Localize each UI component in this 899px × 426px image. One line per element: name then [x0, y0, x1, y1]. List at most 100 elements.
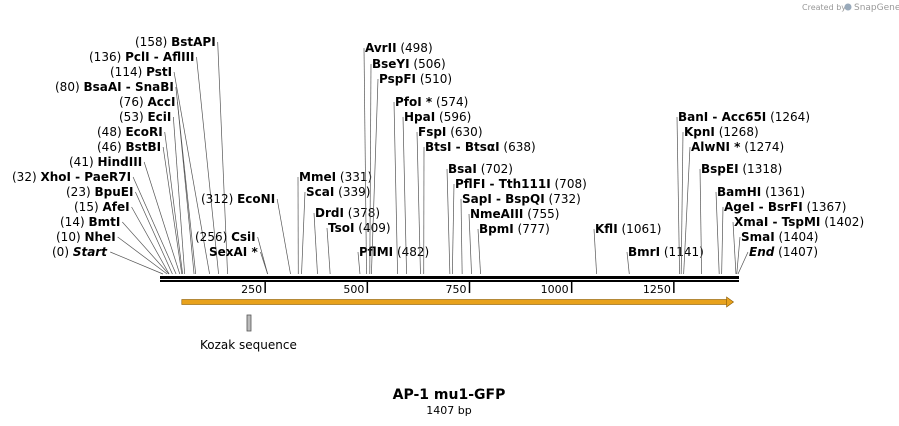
site-label[interactable]: (136) PclI - AflIII — [89, 50, 195, 64]
site-enzyme: NmeAIII — [470, 207, 523, 221]
site-bpuei[interactable]: (23) BpuEI — [66, 185, 173, 275]
site-label[interactable]: AgeI - BsrFI (1367) — [724, 200, 846, 214]
kozak-sequence-marker[interactable] — [246, 314, 252, 332]
site-label[interactable]: TsoI (409) — [328, 221, 391, 235]
site-label[interactable]: BpmI (777) — [479, 222, 550, 236]
site-position: (755) — [527, 207, 559, 221]
site-bmti[interactable]: (14) BmtI — [60, 215, 169, 275]
site-label[interactable]: (158) BstAPI — [135, 35, 216, 49]
site-btsi[interactable]: BtsI - BtsαI (638) — [423, 140, 536, 275]
site-label[interactable]: (10) NheI — [56, 230, 116, 244]
site-ecii[interactable]: (53) EciI — [119, 110, 186, 275]
site-pcli[interactable]: (136) PclI - AflIII — [89, 50, 219, 275]
site-label[interactable]: (23) BpuEI — [66, 185, 133, 199]
site-label[interactable]: BmrI (1141) — [628, 245, 704, 259]
site-label[interactable]: (41) HindIII — [69, 155, 142, 169]
site-label[interactable]: SapI - BspQI (732) — [462, 192, 581, 206]
site-nhei[interactable]: (10) NheI — [56, 230, 168, 275]
site-pflfi[interactable]: PflFI - Tth111I (708) — [451, 177, 587, 275]
site-avrii[interactable]: AvrII (498) — [363, 41, 433, 275]
site-label[interactable]: KflI (1061) — [595, 222, 661, 236]
site-label[interactable]: FspI (630) — [418, 125, 483, 139]
site-bsaai[interactable]: (80) BsaAI - SnaBI — [55, 80, 197, 275]
orf-arrow-head[interactable] — [726, 296, 735, 308]
site-sapi[interactable]: SapI - BspQI (732) — [460, 192, 581, 275]
site-label[interactable]: PspFI (510) — [379, 72, 452, 86]
site-label[interactable]: BtsI - BtsαI (638) — [425, 140, 536, 154]
site-label[interactable]: XmaI - TspMI (1402) — [734, 215, 864, 229]
site-smai[interactable]: SmaI (1404) — [736, 230, 819, 275]
site-xhoi[interactable]: (32) XhoI - PaeR7I — [12, 170, 177, 275]
site-bmri[interactable]: BmrI (1141) — [626, 245, 704, 275]
site-bstapi[interactable]: (158) BstAPI — [135, 35, 228, 275]
site-position: (339) — [338, 185, 370, 199]
site-label[interactable]: (32) XhoI - PaeR7I — [12, 170, 131, 184]
orf-arrow-body[interactable] — [181, 299, 728, 305]
site-label[interactable]: (114) PstI — [110, 65, 172, 79]
site-sexai[interactable]: SexAI * — [209, 245, 268, 275]
site-kfli[interactable]: KflI (1061) — [593, 222, 661, 275]
site-label[interactable]: BseYI (506) — [372, 57, 446, 71]
site-psti[interactable]: (114) PstI — [110, 65, 210, 275]
site-ecori[interactable]: (48) EcoRI — [97, 125, 183, 275]
site-label[interactable]: (76) AccI — [119, 95, 175, 109]
site-bstbi[interactable]: (46) BstBI — [97, 140, 183, 275]
site-label[interactable]: (80) BsaAI - SnaBI — [55, 80, 174, 94]
site-label[interactable]: AlwNI * (1274) — [691, 140, 784, 154]
site-start[interactable]: (0) Start — [52, 245, 164, 275]
site-label[interactable]: MmeI (331) — [299, 170, 372, 184]
site-label[interactable]: PfoI * (574) — [395, 95, 468, 109]
site-label[interactable]: ScaI (339) — [306, 185, 370, 199]
site-label[interactable]: BanI - Acc65I (1264) — [678, 110, 810, 124]
site-pfoi[interactable]: PfoI * (574) — [393, 95, 468, 275]
site-csii[interactable]: (256) CsiI — [195, 230, 268, 275]
site-label[interactable]: (0) Start — [52, 245, 108, 259]
site-label[interactable]: PflMI (482) — [359, 245, 429, 259]
site-kpni[interactable]: KpnI (1268) — [680, 125, 759, 275]
site-hpai[interactable]: HpaI (596) — [402, 110, 471, 275]
site-bani[interactable]: BanI - Acc65I (1264) — [676, 110, 810, 275]
site-label[interactable]: PflFI - Tth111I (708) — [455, 177, 587, 191]
site-alwni[interactable]: AlwNI * (1274) — [683, 140, 785, 275]
site-label[interactable]: HpaI (596) — [404, 110, 471, 124]
site-afei[interactable]: (15) AfeI — [74, 200, 170, 275]
site-bseyi[interactable]: BseYI (506) — [369, 57, 446, 275]
site-bpmi[interactable]: BpmI (777) — [477, 222, 550, 275]
site-bsai[interactable]: BsaI (702) — [446, 162, 513, 275]
site-leader-line — [369, 63, 372, 275]
site-end[interactable]: End (1407) — [737, 245, 818, 275]
site-pflmi[interactable]: PflMI (482) — [357, 245, 429, 275]
site-label[interactable]: End (1407) — [749, 245, 818, 259]
site-label[interactable]: SexAI * — [209, 245, 258, 259]
site-label[interactable]: BspEI (1318) — [701, 162, 782, 176]
site-label[interactable]: (312) EcoNI — [201, 192, 275, 206]
backbone-top-strand — [160, 276, 739, 279]
site-scai[interactable]: ScaI (339) — [301, 185, 371, 275]
site-label[interactable]: DrdI (378) — [315, 206, 380, 220]
site-position: (1318) — [742, 162, 782, 176]
site-label[interactable]: AvrII (498) — [365, 41, 433, 55]
site-mmei[interactable]: MmeI (331) — [297, 170, 372, 275]
site-label[interactable]: KpnI (1268) — [684, 125, 759, 139]
site-agei[interactable]: AgeI - BsrFI (1367) — [721, 200, 847, 275]
site-drdi[interactable]: DrdI (378) — [313, 206, 380, 275]
site-bamhi[interactable]: BamHI (1361) — [715, 185, 805, 275]
site-xmai[interactable]: XmaI - TspMI (1402) — [732, 215, 864, 275]
site-label[interactable]: NmeAIII (755) — [470, 207, 559, 221]
site-label[interactable]: BsaI (702) — [448, 162, 513, 176]
site-pspfi[interactable]: PspFI (510) — [371, 72, 452, 275]
site-econi[interactable]: (312) EcoNI — [201, 192, 291, 275]
site-hindiii[interactable]: (41) HindIII — [69, 155, 181, 275]
site-label[interactable]: (256) CsiI — [195, 230, 256, 244]
site-nmeaiii[interactable]: NmeAIII (755) — [468, 207, 559, 275]
site-label[interactable]: (48) EcoRI — [97, 125, 163, 139]
site-label[interactable]: (14) BmtI — [60, 215, 120, 229]
site-tsoi[interactable]: TsoI (409) — [326, 221, 391, 275]
site-fspi[interactable]: FspI (630) — [416, 125, 483, 275]
site-label[interactable]: BamHI (1361) — [717, 185, 805, 199]
site-label[interactable]: (46) BstBI — [97, 140, 161, 154]
site-bspei[interactable]: BspEI (1318) — [699, 162, 782, 275]
site-label[interactable]: SmaI (1404) — [741, 230, 818, 244]
site-label[interactable]: (15) AfeI — [74, 200, 130, 214]
site-label[interactable]: (53) EciI — [119, 110, 171, 124]
